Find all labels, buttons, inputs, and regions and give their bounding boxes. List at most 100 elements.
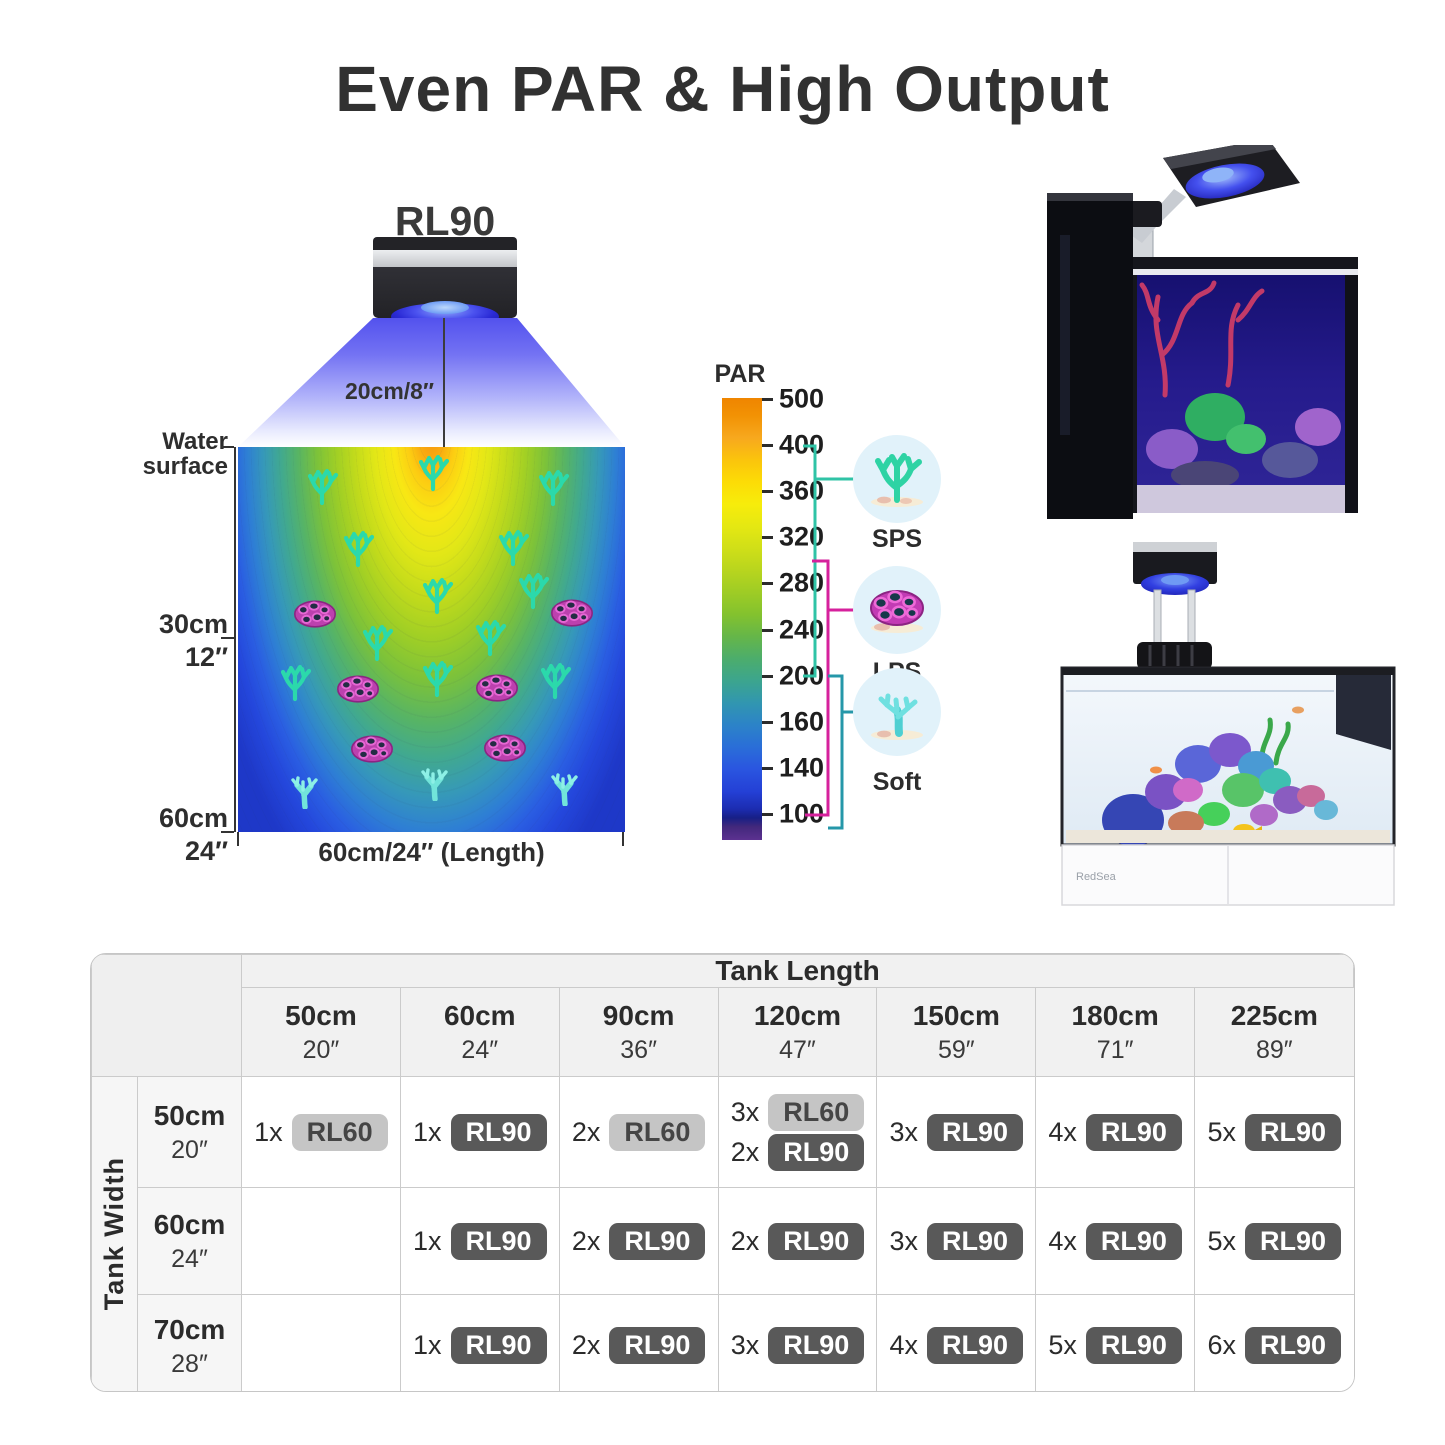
config-cell: 5x RL90 bbox=[1194, 1187, 1354, 1295]
depth-label-30cm: 30cm 12″ bbox=[158, 609, 228, 672]
model-badge-RL90: RL90 bbox=[927, 1113, 1024, 1151]
coral-icon-sps bbox=[490, 527, 536, 567]
quantity: 2x bbox=[571, 1225, 601, 1256]
light-config: 1x RL90 bbox=[401, 1327, 559, 1365]
model-badge-RL90: RL90 bbox=[768, 1222, 865, 1260]
quantity: 1x bbox=[413, 1330, 442, 1361]
pendant-fixture-top bbox=[1163, 145, 1276, 169]
rock-2 bbox=[1171, 461, 1239, 489]
length-tick-left bbox=[237, 832, 239, 846]
par-color-bar bbox=[722, 398, 762, 840]
coral-icon-soft bbox=[417, 759, 457, 802]
quantity: 3x bbox=[889, 1116, 919, 1147]
coral-icon-sps bbox=[272, 662, 318, 702]
small-fish bbox=[1150, 766, 1162, 774]
col-header-225cm: 225cm 89″ bbox=[1194, 987, 1354, 1077]
quantity: 2x bbox=[571, 1116, 601, 1147]
coral-icon-lps bbox=[348, 731, 396, 765]
tick-label: 360 bbox=[779, 475, 825, 506]
pendant-lens bbox=[1185, 163, 1265, 199]
model-badge-RL90: RL90 bbox=[450, 1222, 547, 1260]
red-gorgonian bbox=[1139, 280, 1265, 398]
coral-icon-lps bbox=[473, 670, 521, 704]
row-header-60cm: 60cm 24″ bbox=[137, 1187, 242, 1295]
tick-mark bbox=[762, 812, 773, 816]
col-headers-row: 50cm 20″ 60cm 24″ 90cm 36″ 120cm 47″ 150cm 59″ 180… bbox=[92, 987, 1354, 1077]
tick-label: 400 bbox=[779, 429, 825, 460]
axis-tick-30cm bbox=[221, 637, 234, 639]
par-scale-title: PAR bbox=[714, 360, 766, 388]
page-title: Even PAR & High Output bbox=[335, 53, 1110, 125]
mount-height-line bbox=[443, 318, 445, 448]
tick-mark bbox=[762, 674, 773, 678]
light-config: 2x RL90 bbox=[560, 1327, 718, 1365]
sand-bed-2 bbox=[1066, 830, 1390, 843]
light-config: 2x RL90 bbox=[719, 1133, 877, 1171]
light-config: 2x RL90 bbox=[560, 1222, 718, 1260]
tick-mark bbox=[762, 720, 773, 724]
green-coral bbox=[1185, 393, 1245, 441]
tank-right-edge bbox=[1345, 275, 1358, 513]
config-cell bbox=[241, 1187, 401, 1295]
quantity: 2x bbox=[571, 1330, 601, 1361]
length-tick-right bbox=[622, 832, 624, 846]
tick-label: 240 bbox=[779, 614, 825, 644]
overflow-box bbox=[1336, 675, 1391, 750]
fixture-lens-highlight bbox=[421, 301, 469, 314]
tank-length-axis-label: Tank Length bbox=[241, 954, 1354, 988]
coral-icon-lps bbox=[481, 730, 529, 764]
coral-range-brackets bbox=[803, 444, 857, 830]
config-cell: 3x RL90 bbox=[876, 1187, 1037, 1295]
config-cell: 2x RL90 bbox=[558, 1187, 719, 1295]
light-config: 2x RL60 bbox=[560, 1113, 718, 1151]
coral-icon-lps bbox=[548, 595, 596, 629]
tick-label: 500 bbox=[779, 383, 825, 414]
model-badge-RL90: RL90 bbox=[1245, 1222, 1342, 1260]
tank-top-rim bbox=[1062, 668, 1394, 675]
row-header-50cm: 50cm 20″ bbox=[137, 1076, 242, 1188]
light-config: 3x RL90 bbox=[719, 1327, 877, 1365]
model-badge-RL90: RL90 bbox=[768, 1327, 865, 1365]
model-badge-RL90: RL90 bbox=[927, 1222, 1024, 1260]
coral-icon-sps bbox=[414, 658, 460, 698]
arm-clamp bbox=[1124, 201, 1162, 227]
tick-mark bbox=[762, 628, 773, 632]
light-config: 5x RL90 bbox=[1195, 1222, 1353, 1260]
quantity: 3x bbox=[730, 1096, 760, 1127]
lps-coral-icon bbox=[853, 566, 941, 654]
config-cell: 4x RL90 bbox=[1035, 1076, 1196, 1188]
green-coral-2 bbox=[1226, 424, 1266, 454]
tick-mark bbox=[762, 444, 773, 448]
quantity: 1x bbox=[254, 1116, 283, 1147]
tick-label: 280 bbox=[779, 567, 825, 598]
model-badge-RL90: RL90 bbox=[609, 1222, 706, 1260]
light-config: 3x RL90 bbox=[877, 1222, 1035, 1260]
fixture-top-cap bbox=[373, 237, 517, 250]
coral-icon-sps bbox=[532, 660, 578, 700]
config-cell: 3x RL90 bbox=[717, 1294, 878, 1391]
table-corner-cell bbox=[91, 954, 242, 1077]
config-cell: 2x RL90 bbox=[717, 1187, 878, 1295]
small-fish-2 bbox=[1292, 706, 1304, 714]
coral-icon-lps bbox=[334, 671, 382, 705]
config-cell: 2x RL60 bbox=[558, 1076, 719, 1188]
depth-label-60cm: 60cm 24″ bbox=[158, 803, 228, 866]
light-config: 4x RL90 bbox=[877, 1327, 1035, 1365]
clip-fixture-top bbox=[1133, 542, 1217, 552]
config-cell: 1x RL90 bbox=[399, 1187, 560, 1295]
light-config: 4x RL90 bbox=[1036, 1222, 1194, 1260]
coral-icon-sps bbox=[299, 466, 345, 506]
config-cell: 1x RL90 bbox=[399, 1294, 560, 1391]
config-cell bbox=[241, 1294, 401, 1391]
rock bbox=[1262, 442, 1318, 478]
col-header-50cm: 50cm 20″ bbox=[241, 987, 401, 1077]
model-badge-RL90: RL90 bbox=[1245, 1327, 1342, 1365]
panel-top-edge bbox=[1047, 193, 1133, 201]
quantity: 5x bbox=[1207, 1225, 1237, 1256]
tick-label: 100 bbox=[779, 798, 825, 829]
quantity: 1x bbox=[413, 1225, 442, 1256]
rim-highlight bbox=[1133, 269, 1358, 275]
axis-tick-60cm bbox=[221, 831, 234, 833]
tank-back-panel bbox=[1047, 193, 1133, 519]
